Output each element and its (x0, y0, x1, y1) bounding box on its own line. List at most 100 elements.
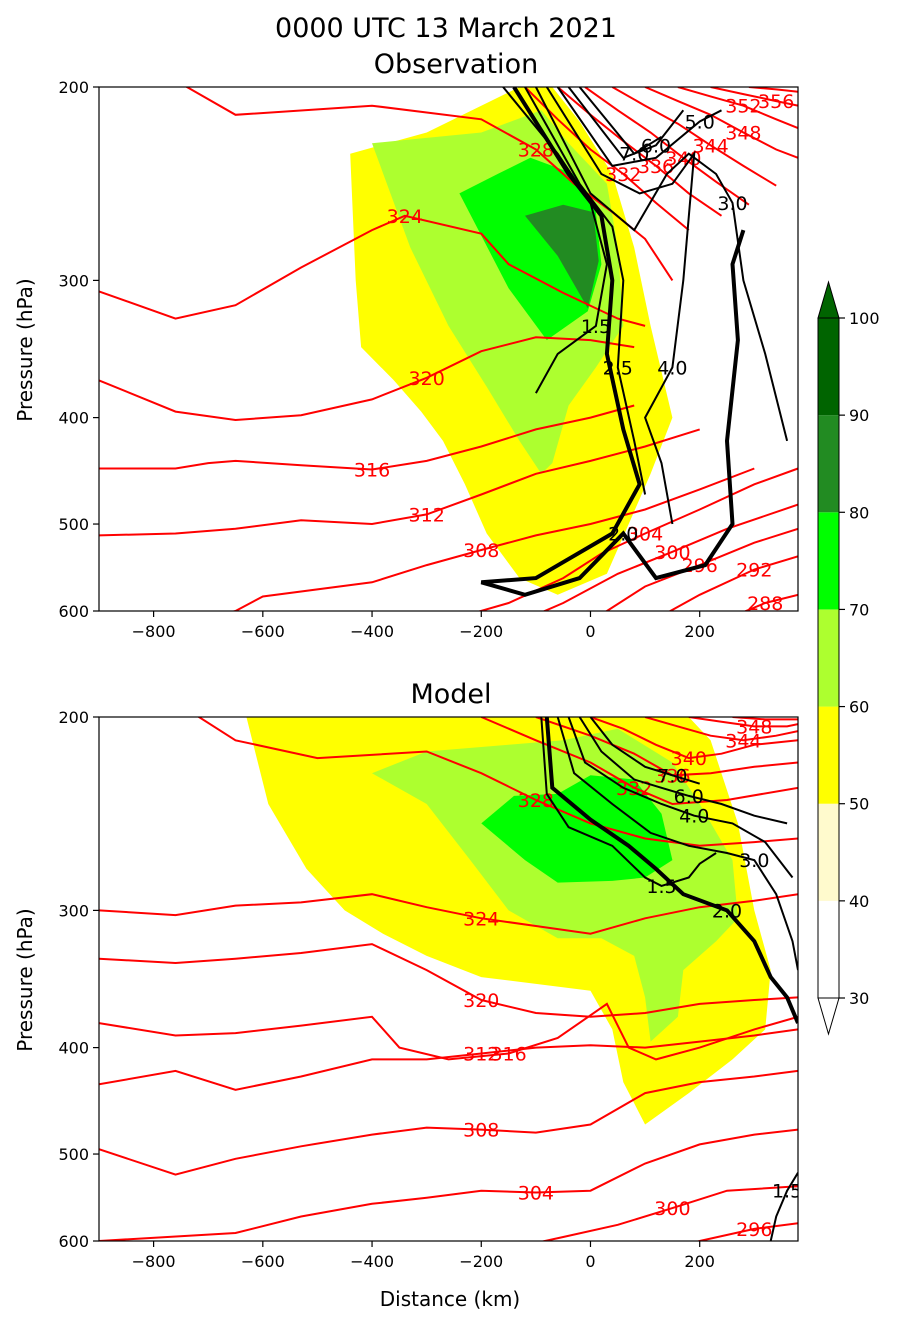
theta-contour-324 (99, 893, 798, 935)
theta-contour-336 (557, 87, 723, 217)
colorbar-tick-label: 90 (849, 406, 869, 425)
theta-label-352: 352 (725, 96, 761, 118)
panel-title-observation: Observation (374, 49, 538, 80)
theta-contour-292 (668, 555, 798, 611)
x-tick-label: −800 (132, 622, 176, 641)
pv-label-7: 7.0 (619, 144, 649, 166)
y-tick-label: 500 (58, 1145, 89, 1164)
theta-label-336: 336 (638, 156, 674, 178)
theta-contour-304 (99, 1128, 798, 1241)
theta-label-308: 308 (463, 540, 499, 562)
pv-label-2: 2.0 (608, 523, 638, 545)
x-tick-label: −400 (350, 622, 394, 641)
model-ylabel: Pressure (hPa) (13, 908, 37, 1051)
pv-contour-6 (567, 87, 685, 159)
pv-contour-3 (535, 87, 789, 442)
pv-contour-5 (556, 87, 722, 168)
pv-contour-6 (578, 717, 788, 825)
pv-label-6: 6.0 (674, 786, 704, 808)
pv-contour-7 (578, 87, 663, 156)
colorbar-tick-label: 50 (849, 795, 869, 814)
colorbar-tick-label: 30 (849, 989, 869, 1008)
colorbar-segment (818, 706, 839, 804)
pv-label-2: 2.0 (712, 900, 742, 922)
theta-label-324: 324 (463, 908, 499, 930)
colorbar-segment (818, 900, 839, 998)
fill-region-60 (481, 775, 673, 883)
pv-label-5: 5.0 (685, 111, 715, 133)
x-tick-label: 200 (684, 1252, 715, 1271)
fill-region-70 (525, 204, 599, 309)
pv-contour-7 (589, 717, 700, 785)
theta-label-316: 316 (354, 460, 390, 482)
model-theta-contours: 3243203163123083043002963283323363403443… (99, 717, 798, 1241)
theta-label-304: 304 (518, 1183, 554, 1205)
theta-contour-356 (710, 87, 798, 107)
x-tick-label: −600 (241, 1252, 285, 1271)
theta-contour-324 (99, 214, 646, 327)
model-xlabel: Distance (km) (380, 1287, 520, 1311)
colorbar-segment (818, 512, 839, 610)
axes-frame (98, 716, 799, 1242)
pv-label-1-5: 1.5 (646, 876, 676, 898)
pv-label-1-5: 1.5 (772, 1181, 802, 1203)
theta-label-332: 332 (616, 778, 652, 800)
y-tick-label: 400 (58, 409, 89, 428)
colorbar-segment (818, 803, 839, 901)
theta-contour-308 (99, 1069, 798, 1176)
theta-label-328: 328 (518, 790, 554, 812)
x-tick-label: −600 (241, 622, 285, 641)
observation-fills (350, 87, 673, 595)
y-tick-label: 400 (58, 1039, 89, 1058)
colorbar-frame (817, 317, 840, 999)
y-tick-label: 300 (58, 271, 89, 290)
theta-contour-348 (688, 717, 798, 728)
theta-label-312: 312 (463, 1044, 499, 1066)
theta-contour-332 (524, 87, 690, 231)
panel-title-model: Model (410, 679, 491, 710)
theta-label-288: 288 (747, 593, 783, 615)
pv-label-4: 4.0 (657, 357, 687, 379)
theta-label-292: 292 (736, 559, 772, 581)
pv-contour-4 (545, 87, 696, 525)
pv-label-3: 3.0 (739, 850, 769, 872)
x-tick-label: −400 (350, 1252, 394, 1271)
theta-contour-304 (477, 467, 798, 611)
colorbar: 30 40 50 60 70 80 90 100 (817, 280, 880, 1036)
colorbar-tick-label: 60 (849, 698, 869, 717)
pv-contour-4 (567, 717, 794, 879)
theta-contour-296 (696, 1222, 798, 1241)
theta-contour-344 (644, 717, 798, 742)
x-tick-label: −200 (459, 1252, 503, 1271)
axes-frame (98, 86, 799, 612)
theta-label-344: 344 (725, 730, 761, 752)
theta-contour-344 (611, 87, 777, 187)
pv-contour-2 (544, 717, 798, 1024)
panel-model: Model 3243203163123083043002963283323363… (13, 679, 802, 1311)
pv-contour-1-5 (769, 1172, 798, 1241)
theta-label-320: 320 (409, 368, 445, 390)
colorbar-segment (818, 318, 839, 416)
theta-label-340: 340 (671, 748, 707, 770)
model-pv-contours: 1.5 2.0 3.0 4.06.07.0 1.5 (540, 717, 802, 1241)
x-tick-label: 200 (684, 622, 715, 641)
theta-contour-332 (480, 717, 798, 806)
pv-contour-2-5 (524, 87, 647, 495)
colorbar-tick-label: 80 (849, 503, 869, 522)
theta-contour-300 (540, 1185, 798, 1241)
pv-label-2-5: 2.5 (603, 357, 633, 379)
model-axes: −800 −600 −400 −200 0 200 200 300 400 500 600 (58, 708, 799, 1271)
colorbar-tick-label: 100 (849, 309, 880, 328)
pv-label-4: 4.0 (679, 806, 709, 828)
theta-label-324: 324 (387, 206, 423, 228)
pv-contour-3 (556, 717, 798, 971)
theta-contour-308 (230, 467, 755, 611)
theta-contour-352 (677, 87, 798, 130)
y-tick-label: 200 (58, 708, 89, 727)
theta-contour-348 (644, 87, 798, 159)
theta-label-344: 344 (692, 135, 728, 157)
model-fills (246, 717, 771, 1125)
